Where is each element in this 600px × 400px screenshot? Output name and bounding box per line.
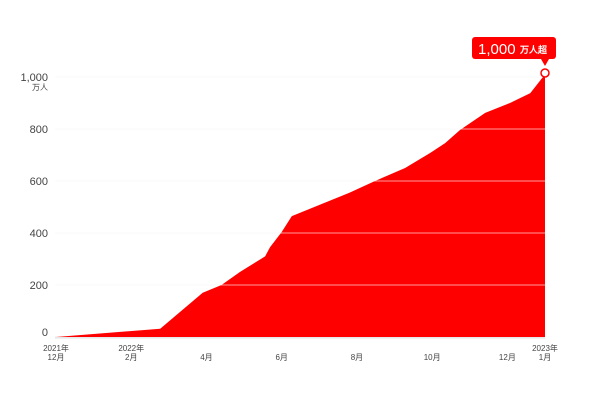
y-tick-label: 1,000 — [20, 72, 48, 84]
x-tick-month: 1月 — [539, 353, 551, 362]
callout-unit: 万人超 — [519, 44, 548, 55]
y-tick-label: 800 — [30, 124, 48, 136]
end-point-marker — [540, 68, 550, 78]
area-series-users — [56, 74, 545, 338]
x-tick-month: 8月 — [351, 353, 363, 362]
callout-box — [472, 37, 556, 59]
x-tick-year: 2023年 — [532, 343, 558, 353]
y-tick-label: 600 — [30, 176, 48, 188]
x-tick-month: 12月 — [48, 353, 65, 362]
x-tick-month: 2月 — [125, 353, 137, 362]
x-tick-month: 10月 — [424, 353, 441, 362]
callout-pointer — [541, 59, 549, 66]
x-tick-month: 4月 — [200, 353, 212, 362]
x-tick-month: 6月 — [275, 353, 287, 362]
y-unit-label: 万人 — [32, 83, 48, 92]
callout-number: 1,000 — [478, 41, 516, 58]
x-tick-month: 12月 — [499, 353, 516, 362]
x-tick-year: 2021年 — [43, 343, 69, 353]
annotation-callout: 1,000 万人超 — [472, 37, 556, 78]
x-tick-year: 2022年 — [118, 343, 144, 353]
y-tick-label: 200 — [30, 280, 48, 292]
y-tick-label: 400 — [30, 228, 48, 240]
y-tick-label: 0 — [42, 327, 48, 339]
